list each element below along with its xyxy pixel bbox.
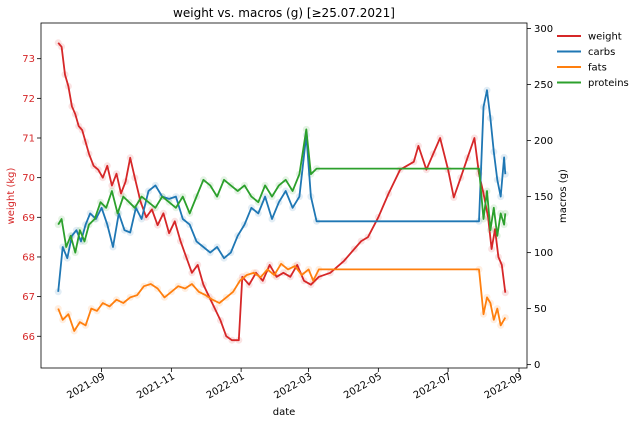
right-tick-label: 250 bbox=[534, 80, 553, 91]
lines-layer bbox=[57, 42, 507, 342]
legend: weight carbs fats proteins bbox=[557, 32, 629, 89]
left-tick-label: 68 bbox=[22, 252, 35, 263]
right-tick-label: 150 bbox=[534, 192, 553, 203]
plot-frame bbox=[40, 22, 528, 369]
right-axis-ticks: 0 50 100 150 200 250 300 bbox=[527, 24, 553, 371]
legend-label-carbs: carbs bbox=[588, 47, 615, 58]
legend-label-proteins: proteins bbox=[588, 78, 629, 89]
left-tick-label: 73 bbox=[22, 54, 35, 65]
right-tick-label: 300 bbox=[534, 24, 553, 35]
fats-series-line bbox=[57, 262, 507, 332]
left-axis-ticks: 66 67 68 69 70 71 72 73 bbox=[22, 54, 41, 343]
left-tick-label: 70 bbox=[22, 173, 35, 184]
proteins-series-line bbox=[57, 128, 507, 254]
left-tick-label: 71 bbox=[22, 134, 35, 145]
x-axis-label: date bbox=[273, 407, 296, 418]
left-tick-label: 72 bbox=[22, 94, 35, 105]
right-tick-label: 200 bbox=[534, 136, 553, 147]
right-tick-label: 0 bbox=[534, 360, 540, 371]
chart-title: weight vs. macros (g) [≥25.07.2021] bbox=[173, 6, 395, 20]
right-axis-label: macros (g) bbox=[558, 169, 569, 223]
left-axis-label: weight (kg) bbox=[6, 167, 17, 224]
left-tick-label: 66 bbox=[22, 332, 35, 343]
legend-label-weight: weight bbox=[588, 32, 622, 43]
right-tick-label: 100 bbox=[534, 248, 553, 259]
carbs-series-line bbox=[57, 89, 507, 292]
left-tick-label: 69 bbox=[22, 213, 35, 224]
right-tick-label: 50 bbox=[534, 304, 547, 315]
legend-label-fats: fats bbox=[588, 63, 607, 74]
weight-series-line bbox=[57, 42, 507, 342]
left-tick-label: 67 bbox=[22, 292, 35, 303]
